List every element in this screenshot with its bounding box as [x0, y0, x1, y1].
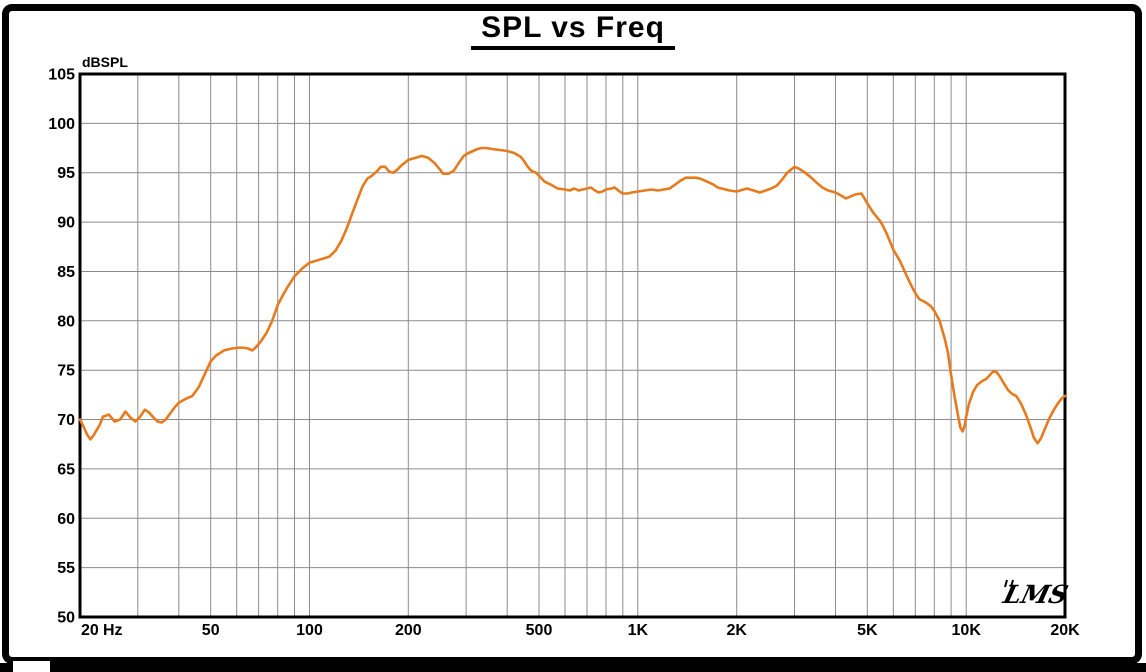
bottom-border-bar [0, 663, 1146, 672]
x-tick-label: 5K [857, 622, 878, 639]
x-tick-label: 20 [81, 622, 99, 639]
x-tick-label: 2K [726, 622, 747, 639]
y-tick-label: 105 [48, 67, 75, 84]
y-tick-label: 95 [57, 165, 75, 182]
x-tick-label: 20K [1050, 622, 1080, 639]
y-tick-label: 100 [48, 116, 75, 133]
y-tick-label: 90 [57, 215, 75, 232]
x-tick-label: 500 [526, 622, 553, 639]
x-tick-label: 10K [952, 622, 982, 639]
bottom-border-gap [13, 661, 50, 672]
y-tick-label: 85 [57, 264, 75, 281]
lms-logo: LMS [1001, 579, 1071, 611]
lms-logo-text: LMS [1000, 580, 1072, 609]
spl-response-curve [78, 146, 1067, 445]
plot-frame [78, 72, 1067, 619]
y-tick-label: 80 [57, 313, 75, 330]
y-tick-label: 65 [57, 461, 75, 478]
y-tick-label: 50 [57, 610, 75, 627]
x-tick-label: 1K [628, 622, 649, 639]
y-tick-label: 70 [57, 412, 75, 429]
x-tick-label: 100 [296, 622, 323, 639]
x-tick-label: 200 [395, 622, 422, 639]
lms-logo-accent-marks [1004, 579, 1014, 588]
y-axis-unit-label: dBSPL [82, 54, 128, 70]
chart-title: SPL vs Freq [471, 11, 675, 50]
y-tick-label: 55 [57, 560, 75, 577]
chart-title-row: SPL vs Freq [0, 11, 1146, 50]
x-axis-unit-label: Hz [103, 622, 123, 639]
y-tick-label: 75 [57, 363, 75, 380]
x-tick-label: 50 [202, 622, 220, 639]
y-tick-label: 60 [57, 511, 75, 528]
